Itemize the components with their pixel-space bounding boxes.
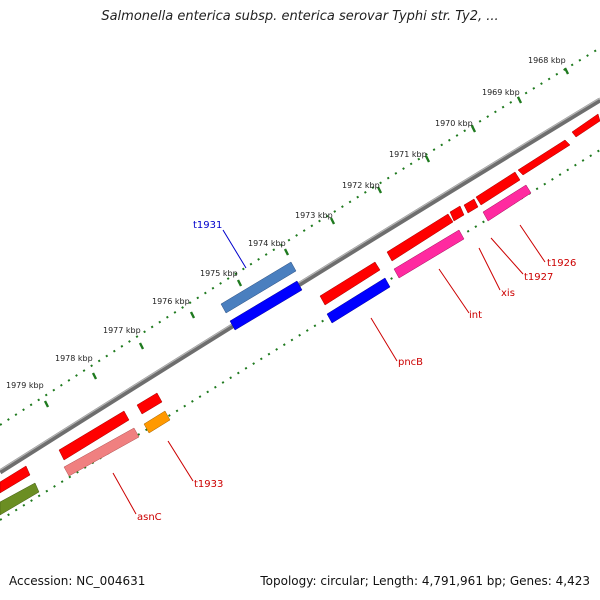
gene-label-t1927: t1927 bbox=[524, 272, 553, 283]
gene-pncB bbox=[326, 277, 391, 324]
gene-int bbox=[393, 229, 465, 279]
gene-blue bbox=[229, 280, 303, 331]
callout-lines bbox=[112, 224, 546, 515]
gene-t1933 bbox=[143, 410, 171, 434]
major-ticks bbox=[43, 67, 570, 408]
gene-arrow bbox=[386, 213, 454, 262]
reverse-genes bbox=[0, 184, 532, 516]
gene-arrow bbox=[58, 410, 130, 461]
kbp-label: 1976 kbp bbox=[152, 297, 190, 306]
gene-arrow bbox=[475, 171, 521, 206]
gene-label-t1926: t1926 bbox=[547, 258, 576, 269]
gene-arrow bbox=[136, 392, 163, 415]
gene-label-t1933: t1933 bbox=[194, 479, 223, 490]
gene-t1931 bbox=[220, 261, 297, 314]
gene-arrow bbox=[463, 198, 479, 214]
outer-tick-track bbox=[0, 47, 600, 426]
kbp-label: 1970 kbp bbox=[435, 119, 473, 128]
kbp-label: 1979 kbp bbox=[6, 381, 44, 390]
kbp-label: 1978 kbp bbox=[55, 354, 93, 363]
kbp-label: 1973 kbp bbox=[295, 211, 333, 220]
kbp-label: 1977 kbp bbox=[103, 326, 141, 335]
kbp-label: 1968 kbp bbox=[528, 56, 566, 65]
genome-summary-text: Topology: circular; Length: 4,791,961 bp… bbox=[260, 574, 590, 588]
genome-backbone bbox=[0, 97, 600, 475]
gene-olive bbox=[0, 482, 40, 516]
gene-label-int: int bbox=[469, 310, 482, 321]
forward-genes bbox=[0, 113, 600, 494]
gene-arrow bbox=[449, 205, 465, 222]
kbp-label: 1969 kbp bbox=[482, 88, 520, 97]
gene-label-xis: xis bbox=[501, 288, 515, 299]
gene-label-asnC: asnC bbox=[137, 512, 162, 523]
kbp-labels: 1968 kbp 1969 kbp 1970 kbp 1971 kbp 1972… bbox=[6, 56, 566, 390]
kbp-label: 1974 kbp bbox=[248, 239, 286, 248]
gene-arrow bbox=[319, 261, 381, 306]
gene-arrow bbox=[517, 139, 571, 176]
gene-label-pncB: pncB bbox=[398, 357, 423, 368]
map-title: Salmonella enterica subsp. enterica sero… bbox=[101, 9, 499, 24]
kbp-label: 1971 kbp bbox=[389, 150, 427, 159]
gene-arrow bbox=[571, 113, 600, 138]
gene-label-t1931: t1931 bbox=[193, 220, 222, 231]
gene-arrow bbox=[0, 465, 31, 494]
gene-t1926 bbox=[482, 184, 532, 222]
kbp-label: 1975 kbp bbox=[200, 269, 238, 278]
accession-text: Accession: NC_004631 bbox=[9, 574, 146, 588]
gene-asnC bbox=[63, 427, 140, 477]
kbp-label: 1972 kbp bbox=[342, 181, 380, 190]
gene-labels: t1931 t1926 t1927 xis int pncB t1933 asn… bbox=[137, 220, 576, 523]
